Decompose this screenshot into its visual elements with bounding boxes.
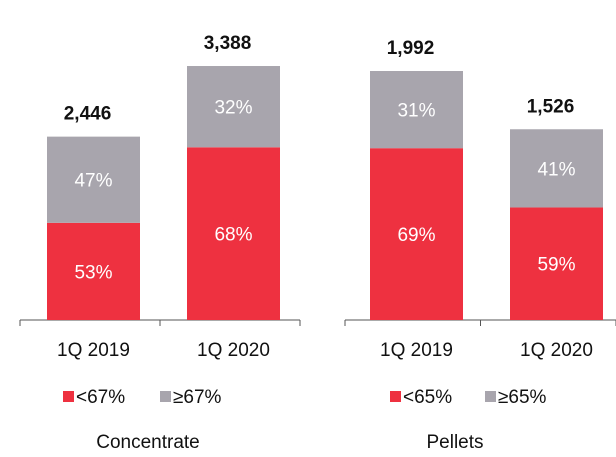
legend-swatch [390,391,401,402]
segment-label: 68% [214,225,252,246]
legend-swatch [63,391,74,402]
segment-label: 47% [74,171,112,192]
legend-swatch [485,391,496,402]
legend-label: <65% [403,387,452,408]
x-tick-label: 1Q 2019 [57,340,130,361]
bar-segment [370,148,463,320]
bar-segment [370,71,463,149]
bar-segment [47,222,140,320]
total-label: 1,992 [387,38,435,59]
bar-segment [510,129,603,208]
legend-label: ≥67% [173,387,222,408]
bar-segment [187,66,280,148]
total-label: 3,388 [204,33,252,54]
x-tick-label: 1Q 2019 [380,340,453,361]
legend-label: ≥65% [498,387,547,408]
segment-label: 32% [214,98,252,119]
total-label: 2,446 [64,104,112,125]
segment-label: 31% [397,101,435,122]
segment-label: 69% [397,225,435,246]
x-tick-label: 1Q 2020 [520,340,593,361]
bar-segment [47,136,140,223]
segment-label: 41% [537,159,575,180]
chart-title: Concentrate [96,432,200,453]
total-label: 1,526 [527,96,575,117]
segment-label: 53% [74,262,112,283]
chart-title: Pellets [426,432,483,453]
segment-label: 59% [537,255,575,276]
bar-segment [187,147,280,320]
x-tick-label: 1Q 2020 [197,340,270,361]
legend-swatch [160,391,171,402]
bar-segment [510,207,603,320]
legend-label: <67% [76,387,125,408]
